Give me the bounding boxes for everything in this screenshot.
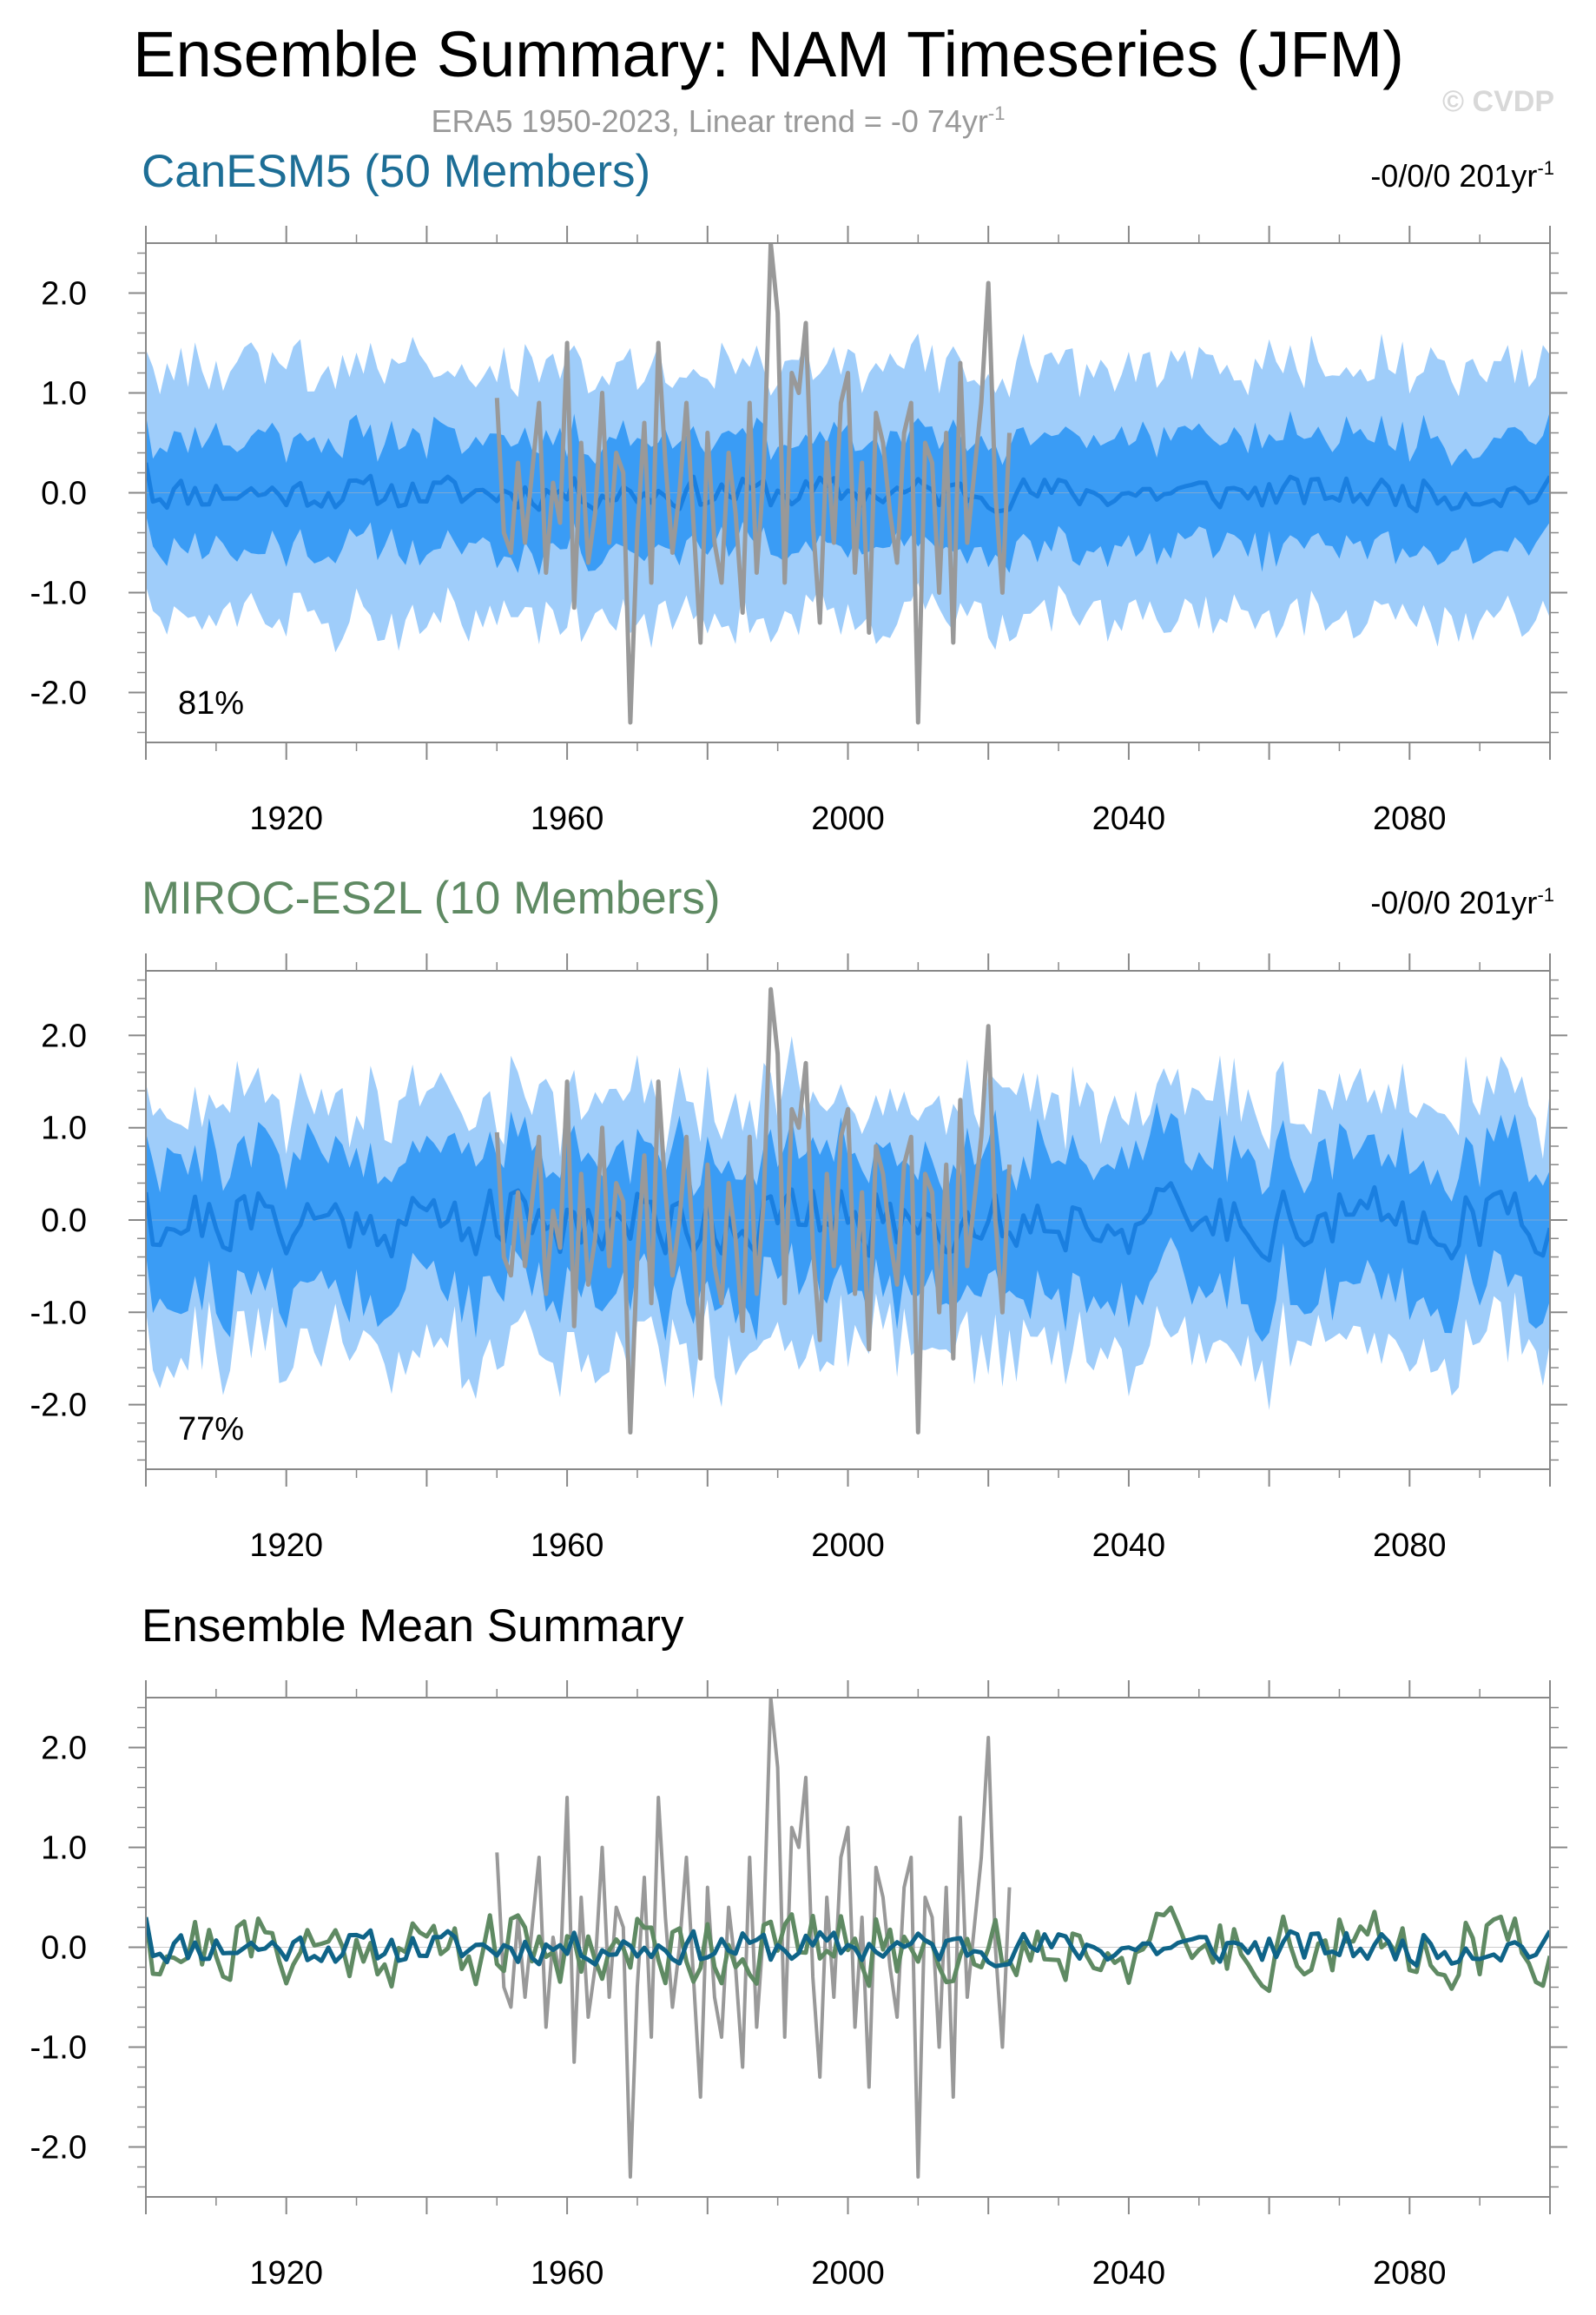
y-tick-label: -1.0 <box>30 2030 87 2067</box>
y-tick-label: 1.0 <box>41 1111 87 1147</box>
plot-area <box>146 986 1550 1435</box>
x-tick-label: 2080 <box>1373 2255 1447 2292</box>
y-tick-label: -2.0 <box>30 2130 87 2167</box>
x-tick-label: 2080 <box>1373 1527 1447 1564</box>
x-tick-label: 2040 <box>1092 1527 1166 1564</box>
y-tick-label: -1.0 <box>30 576 87 612</box>
x-tick-label: 1920 <box>249 801 323 837</box>
y-tick-label: 1.0 <box>41 1830 87 1867</box>
figure-subtitle: ERA5 1950-2023, Linear trend = -0 74yr-1 <box>432 102 1006 139</box>
x-tick-label: 1960 <box>531 2255 604 2292</box>
x-tick-label: 2000 <box>811 801 885 837</box>
obs-line <box>494 243 1012 725</box>
x-tick-label: 1960 <box>531 1527 604 1564</box>
y-tick-label: -2.0 <box>30 1388 87 1424</box>
trend-label: -0/0/0 201yr-1 <box>1370 884 1554 920</box>
x-tick-label: 2080 <box>1373 801 1447 837</box>
trend-text: -0/0/0 201yr <box>1370 885 1537 920</box>
panel-title: Ensemble Mean Summary <box>142 1600 684 1652</box>
obs-line <box>494 986 1012 1435</box>
y-tick-label: 0.0 <box>41 1930 87 1967</box>
ensemble-mean-line <box>146 1181 1550 1263</box>
trend-label: -0/0/0 201yr-1 <box>1370 157 1554 194</box>
subtitle-superscript: -1 <box>988 102 1006 124</box>
summary-panel: Ensemble Mean Summary 2.0 1.0 0.0 -1.0 -2.0 19… <box>30 1600 1567 2292</box>
trend-text: -0/0/0 201yr <box>1370 158 1537 194</box>
miroc-mean-line <box>146 1905 1550 1994</box>
panel-title: CanESM5 (50 Members) <box>142 146 650 197</box>
subtitle-text: ERA5 1950-2023, Linear trend = -0 74yr <box>432 103 988 139</box>
copyright-watermark: © CVDP <box>1442 85 1554 118</box>
percent-label: 77% <box>178 1411 244 1448</box>
plot-area <box>146 1698 1550 2179</box>
x-tick-label: 1920 <box>249 1527 323 1564</box>
y-tick-label: 0.0 <box>41 1203 87 1239</box>
y-tick-label: 0.0 <box>41 476 87 512</box>
x-tick-label: 2000 <box>811 1527 885 1564</box>
y-tick-label: 2.0 <box>41 1731 87 1767</box>
ensemble-mean-line <box>146 462 1550 514</box>
y-tick-label: -1.0 <box>30 1295 87 1331</box>
x-tick-label: 2040 <box>1092 801 1166 837</box>
canesm5-panel: CanESM5 (50 Members) -0/0/0 201yr-1 81% 2.0… <box>30 146 1567 837</box>
y-tick-label: 1.0 <box>41 376 87 412</box>
x-tick-label: 1960 <box>531 801 604 837</box>
plot-area <box>146 243 1550 725</box>
x-tick-label: 1920 <box>249 2255 323 2292</box>
figure-title: Ensemble Summary: NAM Timeseries (JFM) <box>133 18 1404 90</box>
canesm5-mean-line <box>146 1916 1550 1969</box>
percent-label: 81% <box>178 685 244 722</box>
trend-superscript: -1 <box>1537 884 1554 906</box>
x-tick-label: 2040 <box>1092 2255 1166 2292</box>
y-tick-label: 2.0 <box>41 276 87 313</box>
trend-superscript: -1 <box>1537 157 1554 179</box>
miroc-panel: MIROC-ES2L (10 Members) -0/0/0 201yr-1 77%… <box>30 873 1567 1564</box>
y-tick-label: -2.0 <box>30 676 87 712</box>
panel-title: MIROC-ES2L (10 Members) <box>142 873 721 924</box>
y-tick-label: 2.0 <box>41 1018 87 1054</box>
x-tick-label: 2000 <box>811 2255 885 2292</box>
